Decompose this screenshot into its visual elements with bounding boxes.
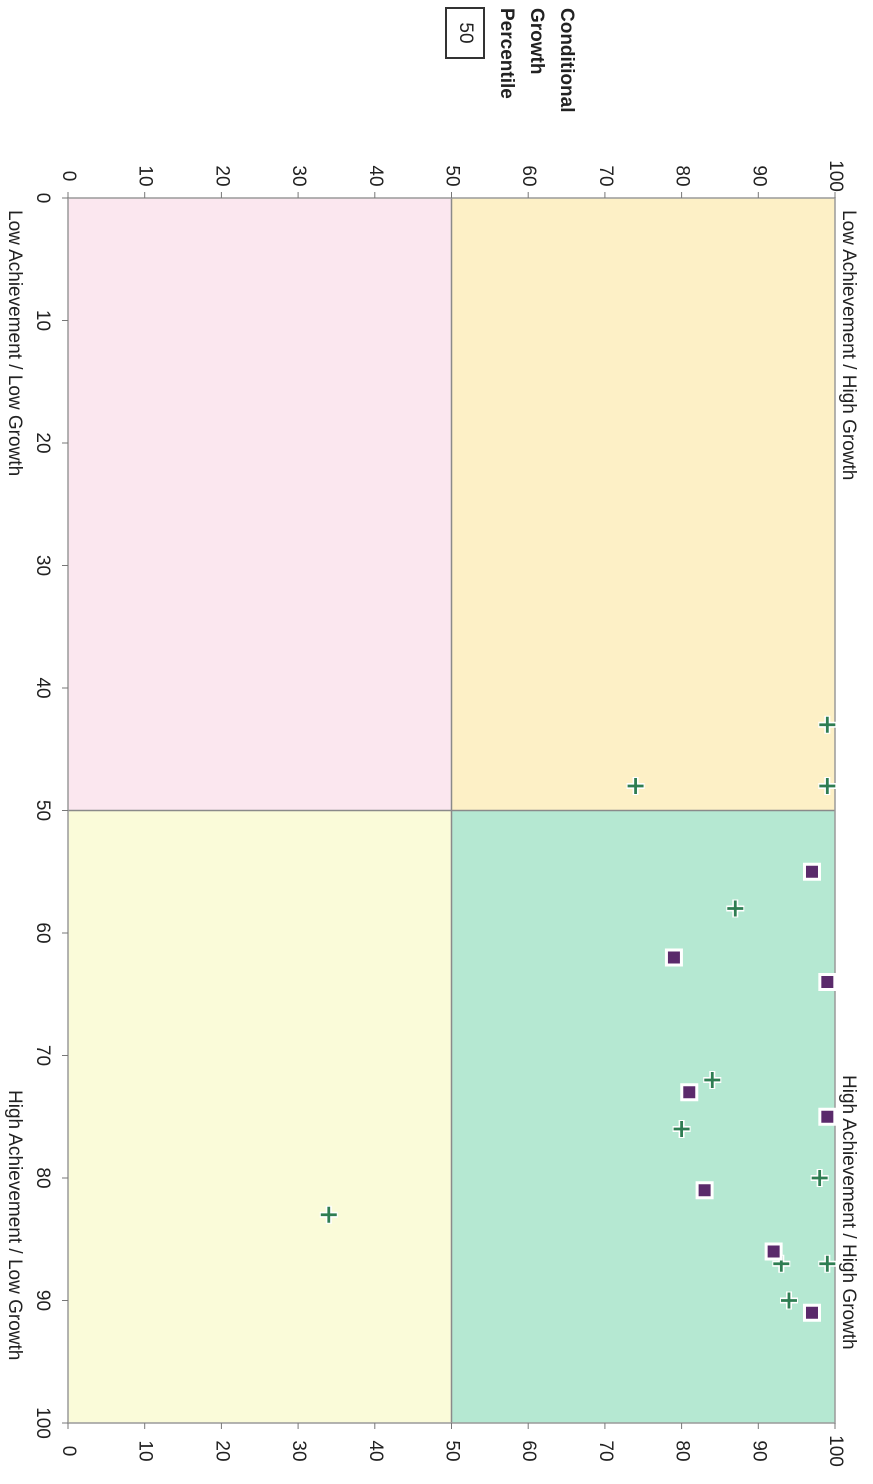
quadrant-high-achievement-high-growth bbox=[451, 810, 835, 1423]
y-tick-label-top: 100 bbox=[825, 160, 846, 192]
y-tick-label-bottom: 50 bbox=[441, 1440, 462, 1461]
x-tick-label: 50 bbox=[32, 800, 53, 821]
data-point-cross bbox=[818, 777, 837, 795]
data-point-cross bbox=[672, 1120, 691, 1138]
y-tick-label-top: 30 bbox=[288, 165, 309, 186]
x-tick-label: 20 bbox=[32, 432, 53, 453]
data-point-square bbox=[680, 1083, 699, 1102]
y-tick-label-top: 60 bbox=[518, 165, 539, 186]
data-point-cross bbox=[726, 899, 745, 918]
y-tick-label-bottom: 10 bbox=[135, 1440, 156, 1461]
y-tick-label-bottom: 80 bbox=[672, 1440, 693, 1461]
data-point-cross bbox=[703, 1071, 722, 1089]
y-axis-title-line: Percentile bbox=[496, 8, 517, 99]
data-point-cross bbox=[818, 1254, 837, 1273]
y-tick-label-top: 90 bbox=[748, 165, 769, 186]
x-tick-label: 80 bbox=[32, 1167, 53, 1188]
y-tick-label-top: 50 bbox=[441, 165, 462, 186]
y-tick-label-bottom: 70 bbox=[595, 1440, 616, 1461]
y-axis-title-line: Conditional bbox=[556, 8, 577, 112]
x-tick-label: 100 bbox=[32, 1407, 53, 1439]
data-point-square bbox=[802, 1303, 821, 1322]
y-tick-label-top: 0 bbox=[58, 171, 79, 182]
y-tick-label-top: 80 bbox=[672, 165, 693, 186]
y-reference-value: 50 bbox=[455, 22, 476, 43]
quadrant-label-high-achievement-low-growth: High Achievement / Low Growth bbox=[4, 1090, 25, 1360]
y-tick-label-bottom: 30 bbox=[288, 1440, 309, 1461]
y-axis-title-line: Growth bbox=[526, 8, 547, 75]
y-reference-badge bbox=[445, 7, 485, 59]
y-tick-label-bottom: 40 bbox=[365, 1440, 386, 1461]
data-point-cross bbox=[319, 1205, 338, 1224]
data-point-cross bbox=[810, 1169, 829, 1187]
quadrant-low-achievement-high-growth bbox=[451, 198, 835, 811]
x-tick-label: 10 bbox=[32, 310, 53, 331]
quadrant-low-achievement-low-growth bbox=[68, 198, 452, 811]
x-tick-label: 0 bbox=[32, 193, 53, 204]
data-point-cross bbox=[779, 1291, 798, 1310]
quadrant-label-low-achievement-high-growth: Low Achievement / High Growth bbox=[838, 210, 859, 480]
y-tick-label-bottom: 90 bbox=[748, 1440, 769, 1461]
x-tick-label: 40 bbox=[32, 677, 53, 698]
x-tick-label: 90 bbox=[32, 1290, 53, 1311]
y-tick-label-bottom: 100 bbox=[825, 1435, 846, 1467]
data-point-cross bbox=[818, 715, 837, 734]
data-point-square bbox=[764, 1242, 783, 1261]
x-tick-label: 30 bbox=[32, 555, 53, 576]
y-tick-label-bottom: 20 bbox=[211, 1440, 232, 1461]
data-point-cross bbox=[626, 777, 645, 795]
y-tick-label-top: 20 bbox=[211, 165, 232, 186]
quadrant-label-low-achievement-low-growth: Low Achievement / Low Growth bbox=[4, 210, 25, 476]
y-tick-label-top: 70 bbox=[595, 165, 616, 186]
data-point-square bbox=[802, 862, 821, 881]
y-tick-label-bottom: 60 bbox=[518, 1440, 539, 1461]
data-point-square bbox=[818, 1107, 837, 1126]
data-point-square bbox=[664, 948, 683, 967]
y-tick-label-top: 40 bbox=[365, 165, 386, 186]
quadrant-high-achievement-low-growth bbox=[68, 810, 452, 1423]
quadrant-label-high-achievement-high-growth: High Achievement / High Growth bbox=[838, 1075, 859, 1350]
data-point-square bbox=[695, 1181, 714, 1200]
y-tick-label-bottom: 0 bbox=[58, 1446, 79, 1457]
x-tick-label: 70 bbox=[32, 1045, 53, 1066]
y-tick-label-top: 10 bbox=[135, 165, 156, 186]
data-point-square bbox=[818, 973, 837, 991]
x-tick-label: 60 bbox=[32, 922, 53, 943]
